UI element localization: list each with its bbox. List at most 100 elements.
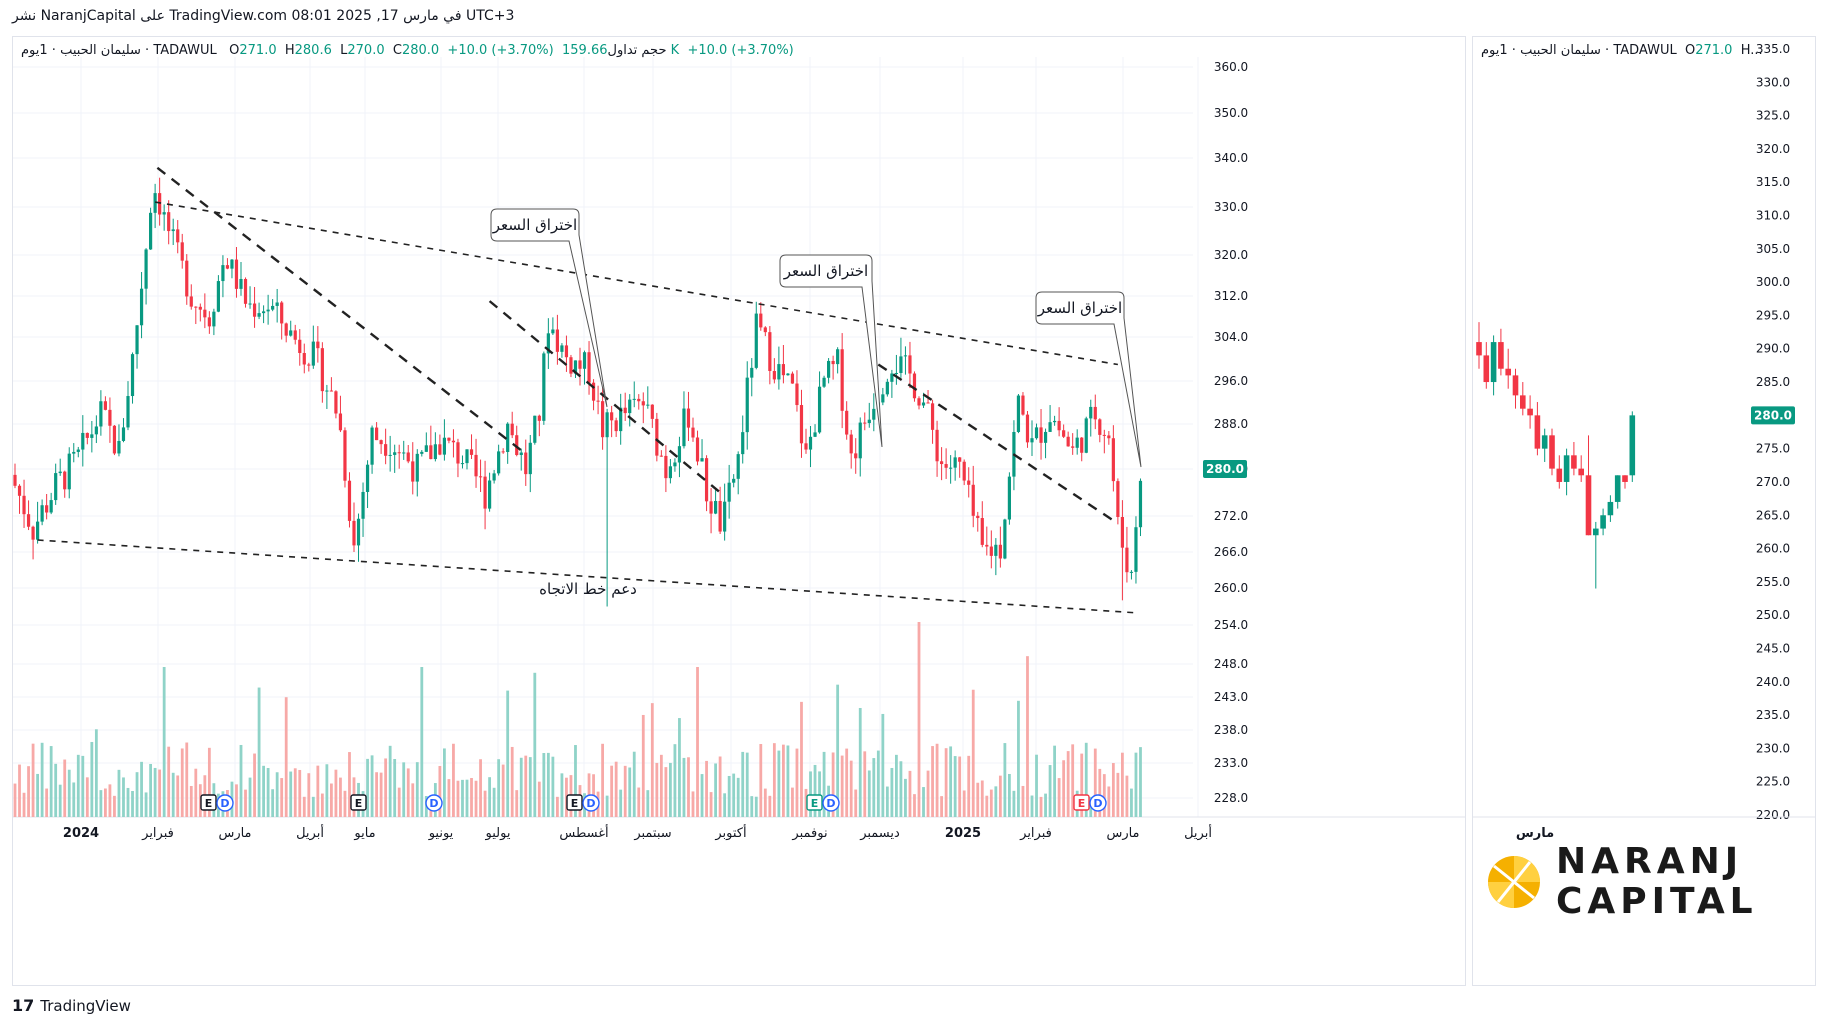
candle-body [506, 423, 510, 452]
volume-bar [795, 748, 799, 817]
side-y-tick-label: 275.0 [1756, 442, 1790, 456]
candle-body [998, 544, 1002, 559]
side-candle-body [1549, 435, 1555, 469]
side-y-tick-label: 250.0 [1756, 608, 1790, 622]
candle-body [813, 432, 817, 437]
breakout-callout[interactable]: اختراق السعر [779, 254, 883, 448]
candle-body [81, 432, 85, 450]
candle-body [167, 212, 171, 232]
x-tick-label: مارس [218, 826, 251, 841]
candle-body [388, 454, 392, 456]
side-candle-body [1600, 515, 1606, 529]
volume-bar [940, 796, 943, 817]
volume-bar [402, 762, 406, 817]
volume-bar [13, 783, 17, 817]
volume-bar [895, 754, 898, 817]
candle-body [130, 354, 135, 397]
candle-body [1066, 436, 1070, 447]
candle-body [673, 462, 677, 467]
x-tick-label: أبريل [296, 824, 324, 841]
candle-body [623, 407, 627, 414]
candle-body [854, 453, 858, 459]
candle-body [1084, 418, 1088, 453]
candle-body [352, 520, 356, 546]
earnings-marker [566, 794, 583, 811]
candle-body [1134, 527, 1138, 572]
tradingview-footer[interactable]: 𝟭𝟳 TradingView [12, 996, 131, 1015]
candle-body [1003, 519, 1007, 559]
candle-body [338, 413, 343, 431]
candle-body [67, 453, 71, 490]
candle-body [22, 495, 26, 515]
x-tick-label: نوفمبر [791, 826, 827, 841]
side-chart-panel[interactable]: سليمان الحبيب · 1يوم · TADAWUL O271.0 H.… [1472, 36, 1816, 986]
candle-body [908, 355, 912, 374]
volume-bar [831, 752, 835, 817]
volume-bar [872, 758, 876, 817]
side-legend-o-label: O [1685, 43, 1696, 58]
candle-body [451, 440, 456, 443]
candle-body [510, 423, 514, 436]
candle-body [985, 544, 989, 547]
candle-body [804, 443, 808, 450]
side-chart-svg[interactable]: 335.0 330.0 325.0 320.0 315.0 310.0 305.0 300.0… [1473, 37, 1815, 985]
volume-bar [687, 757, 690, 817]
side-x-tick-label: مارس [1516, 826, 1554, 841]
candle-body [239, 278, 243, 289]
main-chart-svg[interactable]: 360.0 350.0 340.0 330.0 320.0 312.0 304.0 296.0… [13, 37, 1465, 985]
y-tick-label: 330.0 [1214, 200, 1248, 214]
x-tick-label: 2025 [945, 826, 981, 841]
candle-body [926, 402, 930, 404]
volume-bar [673, 744, 677, 817]
candle-body [54, 473, 58, 501]
side-candle-body [1490, 342, 1497, 383]
candle-body [492, 473, 496, 481]
earnings-marker [806, 794, 823, 811]
y-tick-label: 288.0 [1214, 417, 1248, 431]
breakout-callout[interactable]: اختراق السعر [490, 208, 608, 408]
candle-body [478, 476, 483, 478]
candle-body [1116, 481, 1120, 518]
dividend-marker [1089, 794, 1107, 812]
volume-bar [289, 771, 293, 817]
volume-bar [637, 787, 641, 817]
side-y-tick-label: 285.0 [1756, 375, 1790, 389]
candle-body [316, 341, 320, 349]
candle-body [795, 383, 799, 406]
volume-bar [158, 769, 162, 817]
volume-bar [1093, 748, 1097, 817]
candle-body [578, 360, 582, 369]
candle-body [85, 432, 89, 438]
volume-bar [307, 773, 311, 817]
volume-bar [325, 764, 329, 817]
tradingview-footer-label[interactable]: TradingView [40, 996, 131, 1015]
x-tick-label: أغسطس [559, 824, 608, 841]
volume-bar [302, 796, 306, 817]
volume-bar [854, 789, 858, 817]
volume-bar [1084, 742, 1088, 817]
breakout-callout[interactable]: اختراق السعر [1035, 291, 1142, 468]
candle-body [994, 544, 998, 556]
volume-bar [420, 667, 424, 817]
x-tick-label: سبتمبر [633, 826, 671, 841]
trendline-support-line [37, 539, 1134, 614]
main-chart-panel[interactable]: سليمان الحبيب · 1يوم · TADAWUL O271.0 H2… [12, 36, 1466, 986]
candle-body [628, 399, 632, 414]
volume-bar [809, 771, 812, 817]
candle-body [632, 398, 636, 400]
volume-bar [1008, 773, 1011, 817]
side-y-tick-label: 265.0 [1756, 508, 1790, 522]
candle-body [940, 461, 944, 465]
volume-bar [375, 772, 378, 817]
side-y-tick-label: 325.0 [1756, 109, 1790, 123]
volume-bar [777, 750, 781, 817]
candle-body [989, 546, 993, 556]
volume-bar [515, 790, 519, 817]
candle-body [912, 373, 917, 399]
volume-bar [271, 789, 275, 817]
volume-bar [623, 765, 627, 817]
candle-body [917, 398, 921, 406]
side-y-tick-label: 235.0 [1756, 708, 1790, 722]
volume-bar [1098, 768, 1102, 817]
volume-bar [1121, 752, 1124, 817]
